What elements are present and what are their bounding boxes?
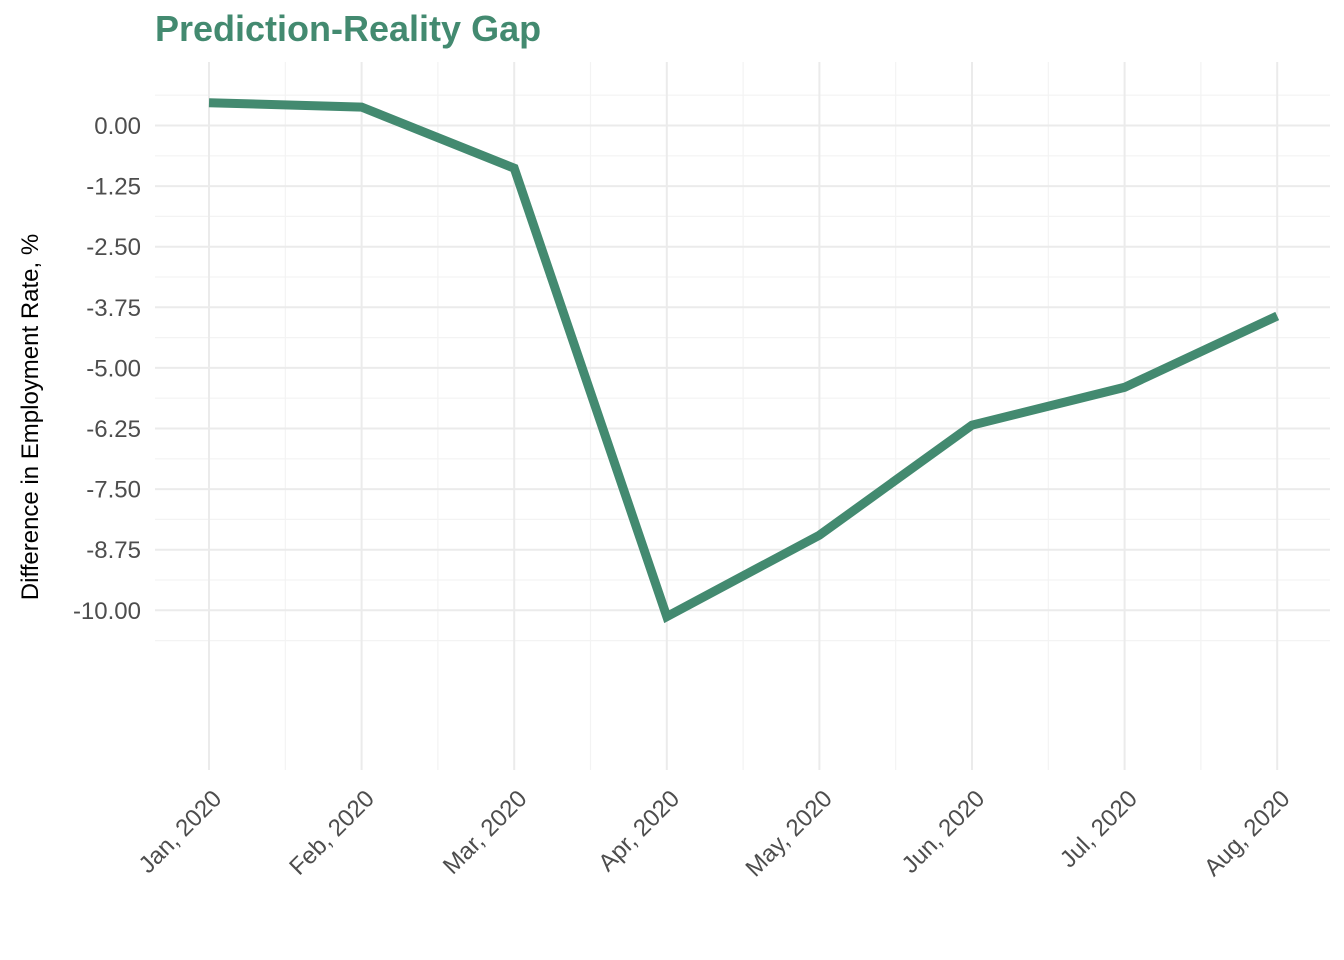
y-tick-label: 0.00 [94, 113, 141, 140]
y-tick-label: -1.25 [86, 174, 141, 201]
y-tick-label: -10.00 [73, 598, 141, 625]
grid [155, 62, 1330, 770]
series-layer [208, 98, 1280, 624]
y-tick-label: -3.75 [86, 295, 141, 322]
x-tick-label: Feb, 2020 [284, 785, 380, 881]
y-axis-tick-labels: 0.00 -1.25 -2.50 -3.75 -5.00 -6.25 -7.50 -8.75 -… [73, 113, 141, 625]
y-axis-title: Difference in Employment Rate, % [17, 234, 44, 600]
y-tick-label: -8.75 [86, 537, 141, 564]
series-line [208, 98, 1280, 624]
x-tick-label: Jan, 2020 [134, 785, 228, 879]
x-tick-label: Aug, 2020 [1199, 785, 1295, 881]
x-tick-label: Apr, 2020 [593, 785, 685, 877]
x-tick-label: Mar, 2020 [438, 785, 533, 880]
y-tick-label: -2.50 [86, 234, 141, 261]
y-tick-label: -7.50 [86, 477, 141, 504]
x-tick-label: Jul, 2020 [1055, 785, 1143, 873]
x-tick-label: May, 2020 [741, 785, 838, 882]
chart-title: Prediction-Reality Gap [155, 8, 542, 49]
x-tick-label: Jun, 2020 [897, 785, 991, 879]
y-tick-label: -6.25 [86, 416, 141, 443]
x-axis-tick-labels: Jan, 2020 Feb, 2020 Mar, 2020 Apr, 2020 May,… [134, 785, 1296, 882]
y-tick-label: -5.00 [86, 355, 141, 382]
